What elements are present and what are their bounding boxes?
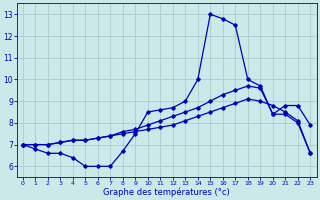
X-axis label: Graphe des températures (°c): Graphe des températures (°c) [103, 187, 230, 197]
